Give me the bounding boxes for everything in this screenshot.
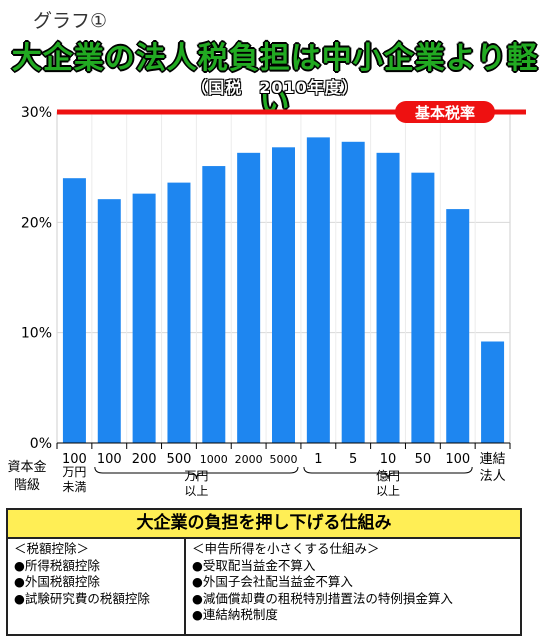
chart-subtitle: （国税 2010年度）: [191, 78, 359, 97]
y-tick-label: 10%: [21, 326, 52, 342]
x-tick-label: 50: [415, 452, 432, 467]
group-label: 以上: [184, 484, 208, 498]
bar: [97, 199, 121, 443]
bar: [132, 193, 156, 443]
bar: [446, 209, 470, 443]
x-tick-label: 2000: [235, 453, 263, 466]
x-tick-label: 5: [349, 452, 357, 467]
bar: [411, 172, 435, 443]
bar: [376, 152, 400, 443]
x-axis-title: 階級: [14, 478, 40, 493]
group-bracket: [303, 466, 473, 480]
group-label: 万円: [62, 465, 86, 479]
x-tick-label: 100: [445, 452, 470, 467]
bar: [62, 178, 86, 443]
bar: [306, 137, 330, 444]
chart-caption: グラフ①: [33, 10, 108, 32]
bar: [481, 341, 505, 443]
income-reduction-item: ●外国子会社配当益金不算入: [192, 574, 353, 589]
income-reduction-item: ●連結納税制度: [192, 607, 278, 622]
mechanism-box-title: 大企業の負担を押し下げる仕組み: [8, 510, 520, 539]
group-label: 億円: [376, 469, 400, 483]
x-tick-label: 500: [167, 452, 192, 467]
bar: [272, 147, 295, 443]
income-reduction-item: ●受取配当益金不算入: [192, 557, 316, 573]
income-reduction-item: ●減価償却費の租税特別措置法の特例損金算入: [192, 590, 453, 606]
x-tick-label: 連結: [480, 452, 506, 467]
bar: [202, 166, 226, 443]
bar: [167, 182, 191, 443]
y-tick-label: 30%: [21, 105, 52, 121]
chart-title: 大企業の法人税負担は中小企業より軽い: [11, 41, 539, 120]
bar-chart: 0% 10% 20% 30% 基本税率 100 100 200 500 1000 2000 5000 1…: [7, 101, 526, 498]
tax-credit-heading: ＜税額控除＞: [14, 541, 90, 556]
x-tick-label: 法人: [480, 469, 506, 484]
x-tick-label: 1: [314, 452, 322, 467]
x-tick-label: 5000: [270, 453, 298, 466]
reference-line-badge: [395, 101, 495, 123]
tax-credit-column: ＜税額控除＞ ●所得税額控除 ●外国税額控除 ●試験研究費の税額控除: [8, 539, 186, 636]
x-tick-label: 10: [380, 452, 397, 467]
x-axis-title: 資本金: [7, 459, 46, 475]
income-reduction-heading: ＜申告所得を小さくする仕組み＞: [192, 541, 380, 556]
mechanism-box: 大企業の負担を押し下げる仕組み ＜税額控除＞ ●所得税額控除 ●外国税額控除 ●…: [6, 508, 522, 636]
group-label: 万円: [184, 469, 208, 483]
group-bracket: [94, 466, 299, 480]
bar: [341, 141, 365, 444]
x-tick-label: 200: [132, 452, 157, 467]
y-tick-label: 20%: [21, 215, 52, 231]
bar: [237, 152, 261, 443]
x-tick-label: 100: [62, 452, 87, 467]
tax-credit-item: ●試験研究費の税額控除: [14, 590, 150, 606]
reference-line-label: 基本税率: [414, 104, 475, 122]
group-label: 未満: [62, 480, 86, 494]
tax-credit-item: ●所得税額控除: [14, 557, 100, 573]
group-label: 以上: [376, 484, 400, 498]
x-tick-label: 100: [97, 452, 122, 467]
tax-credit-item: ●外国税額控除: [14, 574, 100, 589]
x-tick-label: 1000: [200, 453, 228, 466]
income-reduction-column: ＜申告所得を小さくする仕組み＞ ●受取配当益金不算入 ●外国子会社配当益金不算入…: [186, 539, 520, 636]
y-tick-label: 0%: [30, 436, 52, 452]
